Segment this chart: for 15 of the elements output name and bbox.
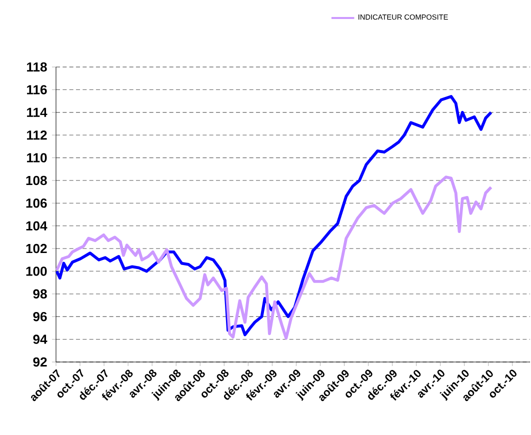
y-tick-label: 114 bbox=[27, 108, 48, 117]
y-tick-label: 104 bbox=[26, 221, 48, 230]
y-tick-label: 118 bbox=[27, 62, 47, 72]
y-tick-label: 108 bbox=[26, 176, 47, 186]
y-tick-label: 92 bbox=[33, 357, 47, 367]
y-tick-label: 96 bbox=[33, 312, 47, 322]
y-tick-label: 106 bbox=[26, 198, 47, 208]
line-series bbox=[55, 176, 493, 340]
y-tick-label: 100 bbox=[26, 266, 47, 276]
y-tick-label: 94 bbox=[33, 334, 48, 344]
y-tick-label: 102 bbox=[26, 244, 47, 254]
y-tick-label: 110 bbox=[27, 153, 47, 162]
y-tick-label: 98 bbox=[33, 289, 47, 299]
y-tick-label: 116 bbox=[27, 85, 47, 94]
y-tick-label: 112 bbox=[27, 130, 47, 140]
